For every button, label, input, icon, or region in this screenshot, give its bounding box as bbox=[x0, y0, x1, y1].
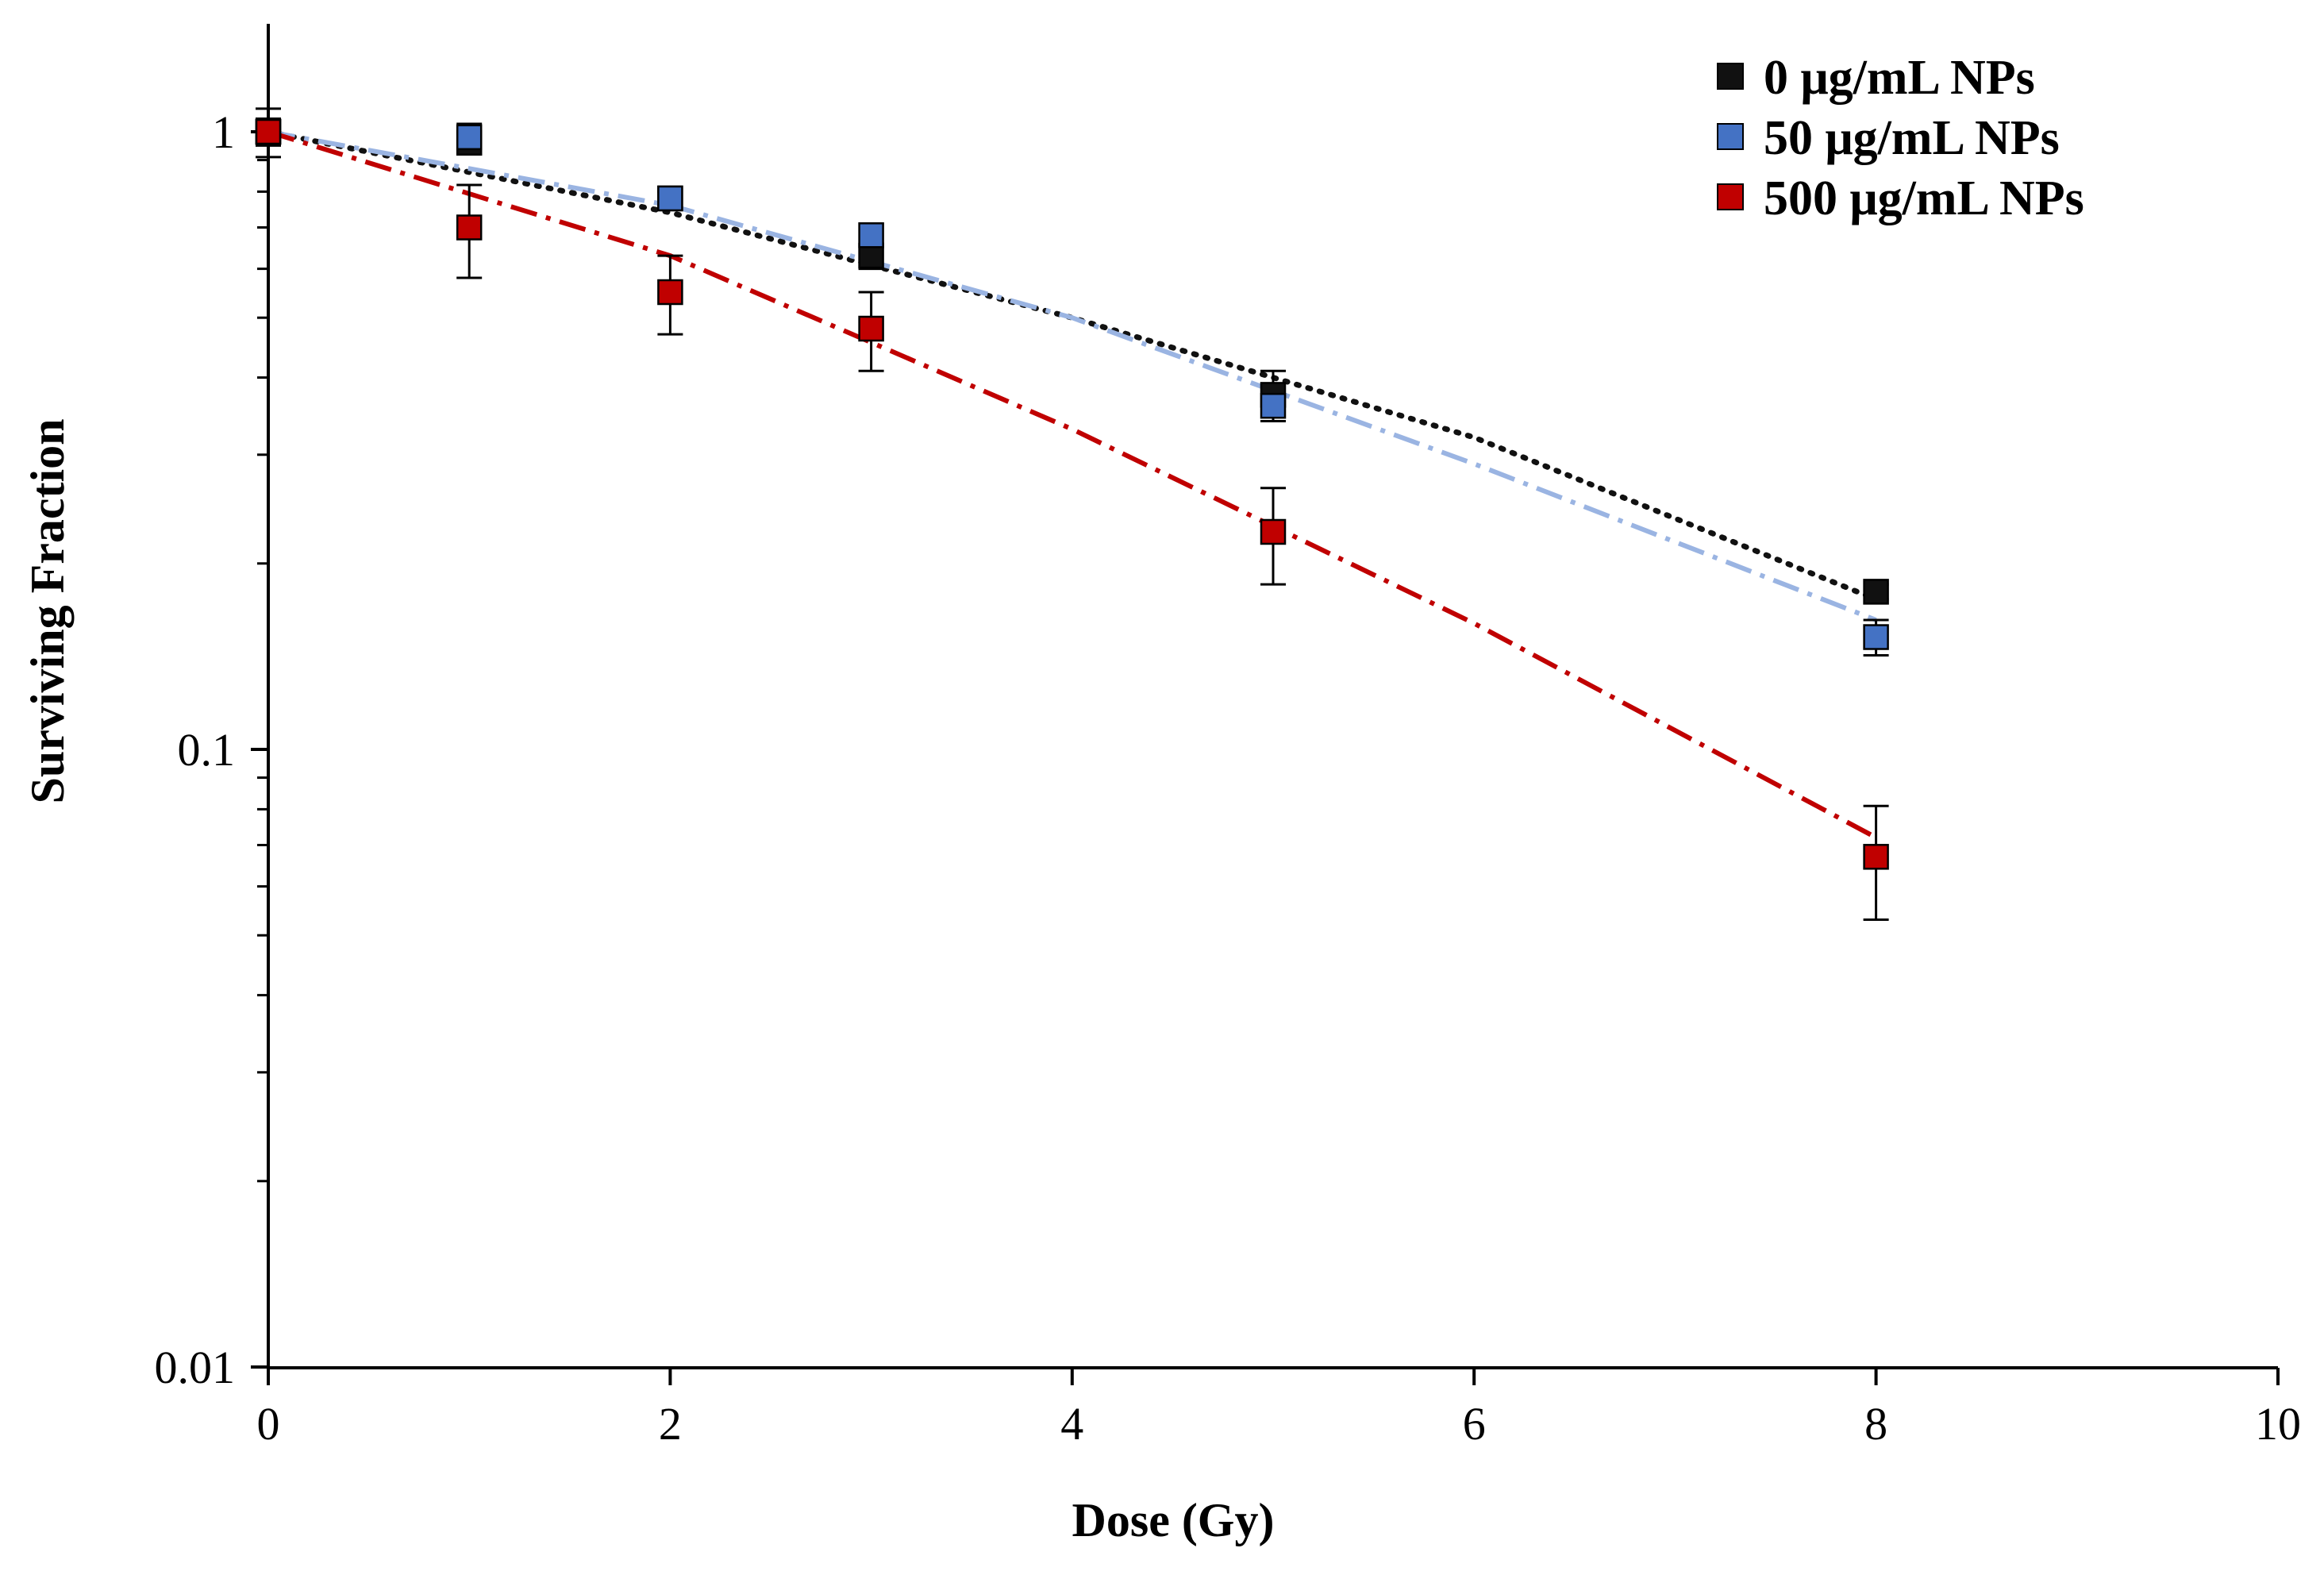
x-tick-label: 4 bbox=[1060, 1398, 1083, 1450]
error-bars bbox=[256, 107, 1889, 922]
y-tick-label: 0.1 bbox=[178, 724, 236, 776]
x-tick-label: 6 bbox=[1463, 1398, 1486, 1450]
data-point-series-1 bbox=[1260, 392, 1287, 419]
data-point-series-2 bbox=[456, 214, 483, 241]
x-tick-label: 0 bbox=[257, 1398, 280, 1450]
data-point-series-1 bbox=[456, 124, 483, 151]
data-point-series-2 bbox=[255, 118, 282, 145]
data-point-series-2 bbox=[858, 315, 884, 342]
fit-line-series-2 bbox=[267, 129, 1878, 840]
legend-marker-series-2 bbox=[1717, 183, 1744, 210]
legend-label-series-0: 0 μg/mL NPs bbox=[1764, 51, 2035, 105]
legend: 0 μg/mL NPs 50 μg/mL NPs 500 μg/mL NPs bbox=[1717, 51, 2084, 225]
data-point-series-1 bbox=[1863, 624, 1889, 650]
data-point-series-1 bbox=[657, 185, 683, 212]
data-points bbox=[255, 118, 1889, 870]
x-tick-label: 10 bbox=[2255, 1398, 2301, 1450]
legend-marker-series-0 bbox=[1717, 63, 1744, 90]
data-point-series-0 bbox=[1863, 579, 1889, 605]
x-tick-label: 8 bbox=[1864, 1398, 1887, 1450]
legend-marker-series-1 bbox=[1717, 123, 1744, 150]
fit-line-series-0 bbox=[265, 129, 1880, 603]
data-point-series-2 bbox=[657, 279, 683, 306]
x-axis-title: Dose (Gy) bbox=[1072, 1494, 1275, 1546]
legend-label-series-2: 500 μg/mL NPs bbox=[1764, 171, 2084, 225]
data-point-series-1 bbox=[858, 222, 884, 248]
y-tick-label: 1 bbox=[212, 106, 235, 158]
data-point-series-2 bbox=[1260, 518, 1287, 545]
data-point-series-2 bbox=[1863, 844, 1889, 870]
axes: 0.010.110 2 4 6 8 10 bbox=[155, 24, 2301, 1450]
y-axis-title: Surviving Fraction bbox=[21, 418, 74, 803]
legend-label-series-1: 50 μg/mL NPs bbox=[1764, 111, 2060, 165]
x-tick-label: 2 bbox=[659, 1398, 682, 1450]
y-tick-label: 0.01 bbox=[155, 1342, 236, 1393]
fit-line-series-1 bbox=[267, 129, 1877, 622]
fit-lines bbox=[265, 129, 1880, 840]
